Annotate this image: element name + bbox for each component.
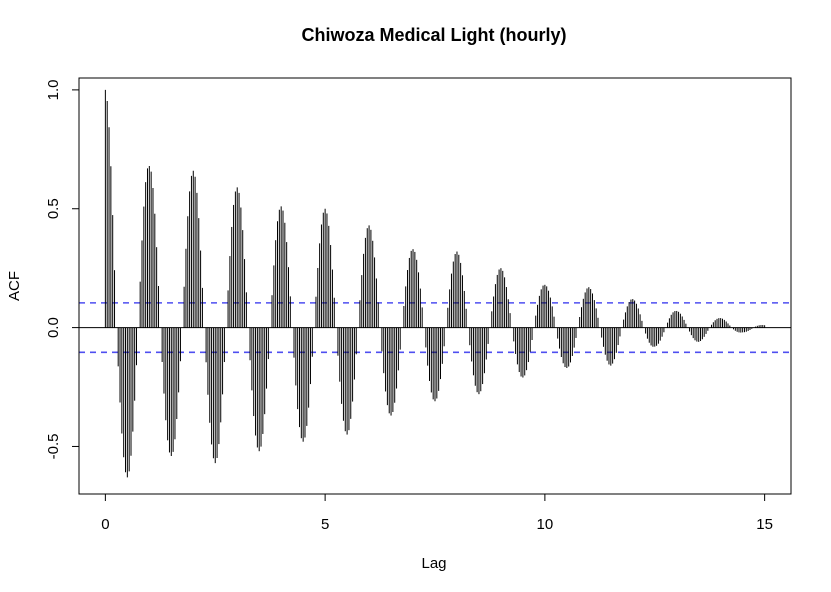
y-tick-label: 0.5 <box>45 198 62 219</box>
x-tick-label: 5 <box>321 516 329 533</box>
x-tick-label: 15 <box>756 516 773 533</box>
y-axis: -0.5 0.0 0.5 1.0 <box>45 79 80 460</box>
acf-bars <box>104 89 766 478</box>
x-tick-label: 0 <box>101 516 109 533</box>
chart-title: Chiwoza Medical Light (hourly) <box>302 25 567 45</box>
y-tick-label: -0.5 <box>45 434 62 460</box>
y-tick-label: 1.0 <box>45 79 62 100</box>
y-axis-label: ACF <box>6 271 23 301</box>
y-tick-label: 0.0 <box>45 317 62 338</box>
x-axis-label: Lag <box>421 555 446 572</box>
x-tick-label: 10 <box>537 516 554 533</box>
x-axis: 0 5 10 15 <box>101 493 773 533</box>
